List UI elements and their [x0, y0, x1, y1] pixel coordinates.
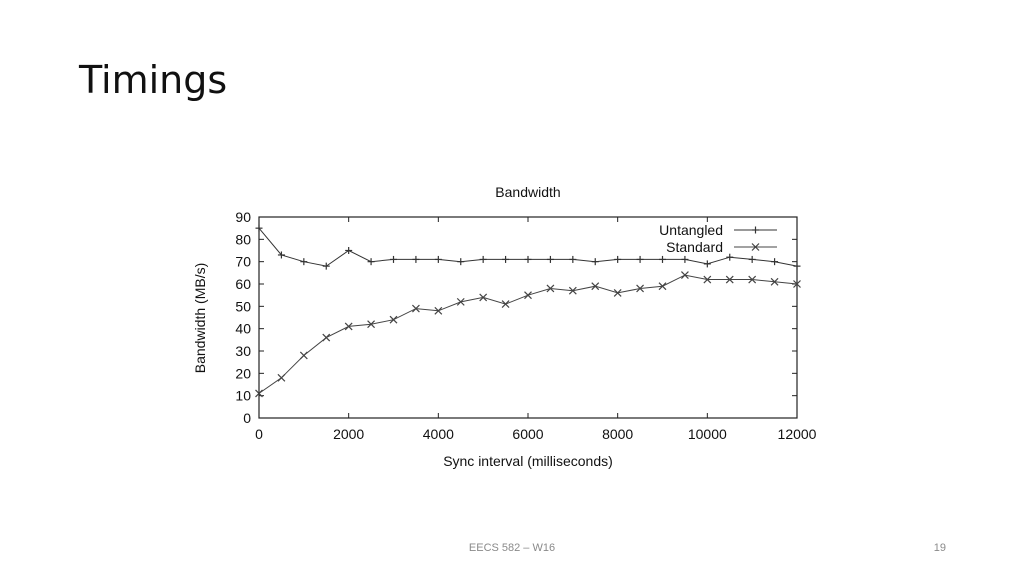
data-point-standard [299, 351, 308, 360]
data-point-untangled [748, 255, 756, 263]
slide-footer: EECS 582 – W16 [468, 542, 556, 554]
y-tick-label: 60 [235, 276, 251, 292]
y-tick-label: 20 [235, 365, 251, 381]
y-axis-label: Bandwidth (MB/s) [192, 263, 208, 373]
data-point-untangled [614, 255, 622, 263]
data-point-standard [434, 306, 443, 315]
x-tick-label: 6000 [512, 426, 543, 442]
x-tick-label: 0 [255, 426, 263, 442]
y-tick-label: 40 [235, 321, 251, 337]
y-tick-label: 10 [235, 388, 251, 404]
y-tick-label: 30 [235, 343, 251, 359]
slide-title: Timings [79, 58, 228, 102]
data-point-standard [613, 289, 622, 297]
series-line-standard [258, 274, 798, 394]
data-point-standard [546, 284, 555, 293]
data-point-untangled [569, 255, 577, 263]
data-point-untangled [659, 255, 666, 263]
data-point-standard [725, 275, 734, 284]
data-point-untangled [681, 255, 689, 263]
data-point-standard [255, 389, 263, 398]
data-point-untangled [300, 258, 308, 266]
data-point-untangled [771, 258, 779, 266]
page-number: 19 [933, 542, 946, 554]
x-tick-label: 10000 [688, 426, 727, 442]
data-point-standard [277, 373, 286, 382]
data-point-untangled [546, 255, 554, 263]
data-point-untangled [502, 255, 510, 263]
data-point-untangled [277, 251, 285, 259]
data-point-standard [591, 282, 600, 291]
data-point-standard [524, 291, 532, 300]
data-point-standard [389, 315, 398, 324]
legend-label-standard: Standard [666, 239, 723, 255]
x-tick-label: 12000 [778, 426, 817, 442]
y-tick-label: 80 [235, 231, 251, 247]
data-point-untangled [591, 258, 599, 266]
data-point-untangled [434, 255, 442, 263]
data-point-standard [636, 284, 645, 293]
data-point-untangled [457, 258, 465, 266]
axis-ticks: 0 10 20 30 40 50 60 70 80 90 0 2000 4000 6000 8000 1000… [235, 209, 816, 442]
data-point-untangled [412, 255, 420, 263]
data-point-untangled [479, 255, 487, 263]
y-tick-label: 90 [235, 209, 251, 225]
bandwidth-chart: Bandwidth Sync interval (milliseconds) B… [192, 184, 817, 469]
data-point-untangled [322, 262, 330, 270]
data-point-untangled [636, 255, 644, 263]
x-axis-label: Sync interval (milliseconds) [443, 453, 613, 469]
data-point-standard [748, 275, 757, 284]
x-tick-label: 8000 [602, 426, 633, 442]
data-point-standard [568, 286, 577, 295]
legend-marker-untangled [752, 226, 759, 234]
data-point-standard [367, 320, 376, 329]
data-point-untangled [367, 258, 375, 266]
data-point-standard [770, 277, 779, 286]
data-point-standard [658, 282, 667, 291]
data-point-standard [703, 275, 712, 284]
x-tick-label: 4000 [423, 426, 454, 442]
data-point-standard [322, 333, 331, 342]
y-tick-label: 50 [235, 298, 251, 314]
data-point-standard [456, 297, 465, 306]
data-point-standard [793, 280, 801, 288]
data-point-untangled [703, 260, 711, 268]
data-point-untangled [726, 253, 734, 261]
data-point-untangled [255, 224, 263, 232]
y-tick-label: 70 [235, 254, 251, 270]
data-point-untangled [524, 255, 532, 263]
data-point-standard [479, 293, 488, 302]
legend-marker-standard [751, 243, 760, 251]
data-point-untangled [345, 247, 353, 254]
legend-label-untangled: Untangled [659, 222, 723, 238]
x-tick-label: 2000 [333, 426, 364, 442]
data-point-untangled [793, 262, 801, 270]
chart-title: Bandwidth [495, 184, 560, 200]
data-point-untangled [390, 255, 397, 263]
data-point-standard [344, 322, 353, 331]
data-point-standard [411, 304, 420, 313]
data-point-standard [680, 271, 689, 279]
data-point-standard [501, 300, 510, 309]
series-layer [255, 224, 801, 398]
y-tick-label: 0 [243, 410, 251, 426]
